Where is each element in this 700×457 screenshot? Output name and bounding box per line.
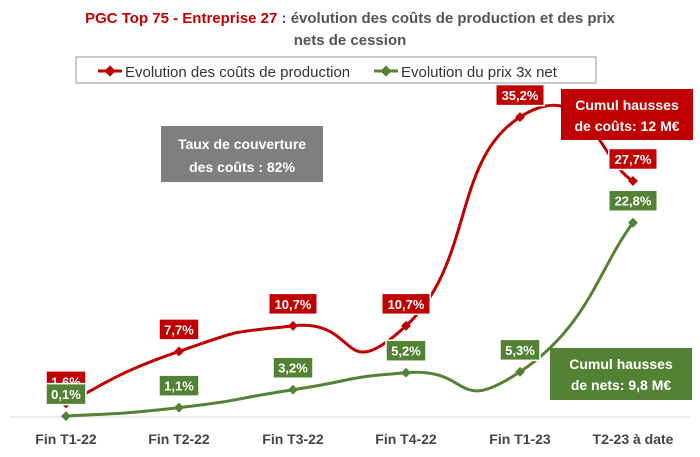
series-net-line: [65, 221, 635, 418]
net-total-box-bg: [550, 348, 692, 400]
marker-cost-3: [401, 320, 411, 331]
chart-title-line2: nets de cession: [294, 32, 407, 49]
label-bg-cost-4: [495, 83, 545, 107]
coverage-box-bg: [161, 126, 323, 182]
label-net-3: 5,2%: [385, 339, 427, 362]
label-text-net-5: 22,8%: [615, 194, 652, 209]
label-cost-1: 7,7%: [158, 318, 200, 341]
chart-title-line1: PGC Top 75 - Entreprise 27 : évolution d…: [85, 10, 615, 27]
label-bg-cost-1: [158, 318, 200, 341]
label-cost-4: 35,2%: [495, 83, 545, 107]
label-net-0: 0,1%: [45, 382, 87, 406]
label-bg-net-5: [608, 189, 658, 212]
label-bg-net-4: [499, 338, 541, 362]
label-text-net-4: 5,3%: [505, 343, 535, 358]
legend-cost-label: Evolution des coûts de production: [125, 64, 350, 81]
label-cost-2: 10,7%: [268, 292, 318, 316]
label-net-5: 22,8%: [608, 189, 658, 212]
chart-title-rest: : évolution des coûts de production et d…: [277, 10, 615, 27]
label-cost-3: 10,7%: [381, 292, 431, 316]
label-bg-net-3: [385, 339, 427, 362]
label-text-cost-4: 35,2%: [502, 88, 539, 103]
x-tick-3: Fin T4-22: [375, 431, 437, 447]
label-net-4: 5,3%: [499, 338, 541, 362]
cost-total-box: Cumul hausses de coûts: 12 M€: [561, 89, 693, 140]
label-text-cost-1: 7,7%: [164, 322, 194, 337]
marker-net-3: [401, 367, 411, 378]
marker-net-4: [515, 366, 525, 377]
x-tick-0: Fin T1-22: [35, 431, 97, 447]
label-text-net-1: 1,1%: [164, 379, 194, 394]
label-text-net-3: 5,2%: [391, 344, 421, 359]
cost-total-line1: Cumul hausses: [575, 97, 679, 113]
legend-net-label: Evolution du prix 3x net: [401, 64, 558, 81]
marker-cost-4: [515, 112, 525, 123]
label-bg-net-2: [272, 356, 314, 379]
chart-title-accent: PGC Top 75 - Entreprise 27: [85, 10, 277, 27]
marker-net-5: [628, 217, 638, 228]
label-text-cost-5: 27,7%: [615, 152, 652, 167]
label-bg-net-1: [158, 374, 200, 397]
cost-total-line2: de coûts: 12 M€: [574, 118, 679, 134]
cost-total-box-bg: [561, 89, 693, 140]
label-text-net-0: 0,1%: [51, 387, 81, 402]
label-bg-cost-3: [381, 292, 431, 316]
x-tick-2: Fin T3-22: [262, 431, 324, 447]
data-labels: 1,6%7,7%10,7% 10,7%35,2%27,7%0,1%1,1%3,2%…: [45, 83, 658, 406]
net-total-box: Cumul hausses de nets: 9,8 M€: [550, 348, 692, 400]
marker-cost-2: [288, 320, 298, 331]
label-text-cost-2: 10,7%: [275, 297, 312, 312]
legend: Evolution des coûts de production Evolut…: [75, 56, 597, 84]
x-tick-labels: Fin T1-22 Fin T2-22 Fin T3-22 Fin T4-22 Fin …: [35, 431, 673, 447]
marker-net-2: [288, 384, 298, 395]
marker-cost-1: [174, 346, 184, 357]
label-bg-net-0: [45, 382, 87, 406]
net-total-line1: Cumul hausses: [569, 356, 673, 372]
label-net-1: 1,1%: [158, 374, 200, 397]
coverage-box: Taux de couverture des coûts : 82%: [161, 126, 323, 182]
marker-net-0: [61, 411, 71, 422]
label-text-cost-3: 10,7%: [388, 297, 425, 312]
x-tick-1: Fin T2-22: [148, 431, 210, 447]
coverage-line1: Taux de couverture: [178, 136, 306, 152]
legend-box: [75, 56, 597, 84]
net-total-line2: de nets: 9,8 M€: [571, 377, 672, 393]
label-bg-cost-5: [608, 147, 658, 171]
x-tick-5: T2-23 à date: [593, 431, 674, 447]
x-tick-4: Fin T1-23: [489, 431, 551, 447]
marker-net-1: [174, 402, 184, 413]
label-text-net-2: 3,2%: [278, 361, 308, 376]
label-net-2: 3,2%: [272, 356, 314, 379]
series-cost-line: [65, 103, 634, 405]
marker-cost-5: [628, 176, 638, 186]
coverage-line2: des coûts : 82%: [189, 159, 295, 175]
label-bg-cost-2: [268, 292, 318, 316]
label-cost-5: 27,7%: [608, 147, 658, 171]
